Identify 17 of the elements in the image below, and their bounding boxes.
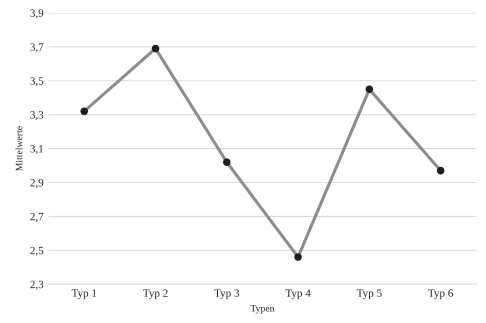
y-tick-label: 3,5 [30,77,44,86]
x-tick-label: Typ 1 [72,289,96,300]
x-tick-label: Typ 4 [286,289,311,300]
y-tick-label: 2,9 [30,178,44,188]
x-axis-title: Typen [250,305,274,314]
x-tick-label: Typ 6 [428,289,454,300]
y-tick-label: 2,7 [30,212,44,222]
y-tick-label: 2,3 [30,280,44,290]
y-tick-label: 3,3 [30,111,44,120]
x-tick-label: Typ 5 [356,290,382,300]
x-tick-label: Typ 2 [142,289,168,300]
y-axis-title: Mittelwerte [15,126,22,171]
y-tick-label: 3,9 [30,9,44,18]
y-tick-label: 3,7 [30,43,44,52]
y-tick-label: 3,1 [30,145,44,154]
x-tick-label: Typ 3 [214,289,240,300]
y-tick-label: 2,5 [30,246,44,256]
